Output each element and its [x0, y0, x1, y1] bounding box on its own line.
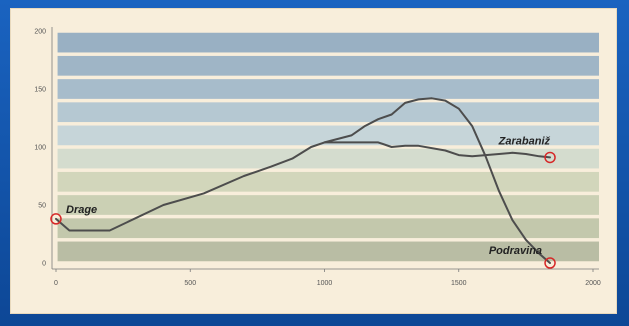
profile-lines	[55, 97, 551, 264]
place-label: Drage	[66, 204, 97, 216]
profile-line-2	[323, 141, 551, 159]
elevation-band	[57, 32, 599, 53]
y-tick-labels: 0 50 100 150 200	[34, 29, 46, 268]
x-tick-label: 0	[54, 280, 58, 287]
y-tick-label: 50	[38, 203, 46, 210]
axes	[51, 27, 599, 270]
y-tick-label: 200	[34, 29, 46, 36]
elevation-chart: 0 500 1000 1500 2000 0 50 100 150 200 Drage Zarab…	[34, 27, 601, 287]
chart-panel: 0 500 1000 1500 2000 0 50 100 150 200 Drage Zarab…	[10, 8, 617, 314]
place-marker	[544, 151, 556, 164]
elevation-band	[57, 79, 599, 99]
profile-line-1	[55, 97, 551, 264]
y-tick-label: 150	[34, 87, 46, 94]
x-tick-label: 1000	[317, 280, 333, 287]
y-tick-label: 0	[42, 261, 46, 268]
elevation-bands	[57, 32, 599, 262]
elevation-band	[57, 171, 599, 192]
elevation-band	[57, 195, 599, 215]
place-label: Zarabaniž	[498, 135, 551, 147]
elevation-band	[57, 125, 599, 146]
elevation-band	[57, 55, 599, 76]
x-tick-labels: 0 500 1000 1500 2000	[54, 269, 601, 287]
place-label: Podravina	[489, 245, 542, 257]
x-tick-label: 2000	[585, 280, 601, 287]
elevation-band	[57, 241, 599, 262]
place-marker	[50, 213, 62, 225]
y-tick-label: 100	[34, 145, 46, 152]
elevation-band	[57, 102, 599, 123]
elevation-band	[57, 148, 599, 169]
place-annotations: Drage Zarabaniž Podravina	[50, 135, 556, 269]
x-tick-label: 500	[184, 280, 196, 287]
elevation-band	[57, 218, 599, 239]
x-tick-label: 1500	[451, 280, 467, 287]
place-marker	[544, 257, 556, 269]
